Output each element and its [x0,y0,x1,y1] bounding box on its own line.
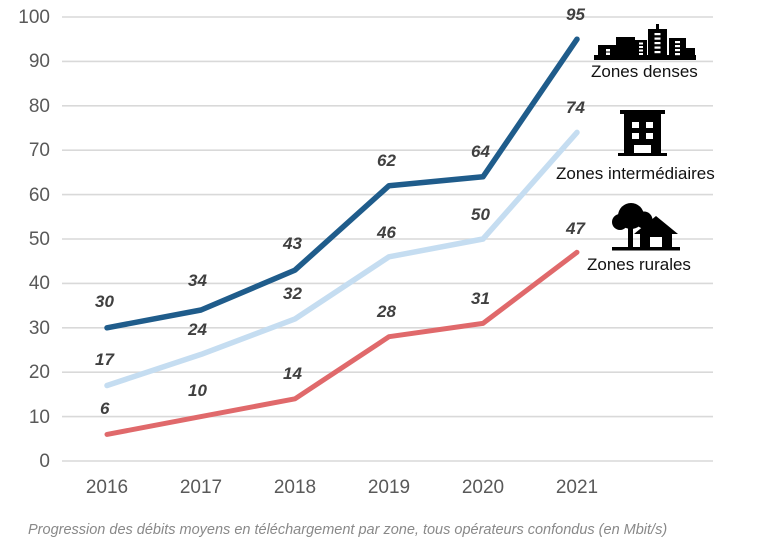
y-tick-30: 30 [28,318,50,339]
office-building-icon [617,110,668,163]
gridlines [62,16,713,462]
data-label-rurales-2016: 6 [100,399,110,418]
chart-caption: Progression des débits moyens en télécha… [28,522,668,538]
y-tick-40: 40 [28,273,50,294]
x-tick-2020: 2020 [461,477,505,498]
legend-label-zones-rurales: Zones rurales [587,255,691,274]
data-label-intermediaires-2019: 46 [377,223,396,242]
data-label-rurales-2021: 47 [566,219,585,238]
series-lines [104,36,580,437]
data-label-rurales-2017: 10 [188,381,207,400]
data-label-rurales-2020: 31 [471,289,490,308]
data-label-intermediaires-2020: 50 [471,205,490,224]
data-label-denses-2017: 34 [188,271,207,290]
series-line-zones-interm-diaires [104,129,580,389]
series-line-zones-denses [104,36,580,331]
y-tick-0: 0 [39,451,50,472]
series-line-zones-rurales [104,249,580,437]
y-tick-70: 70 [28,140,50,161]
y-tick-20: 20 [28,362,50,383]
data-label-intermediaires-2016: 17 [95,350,114,369]
city-skyline-icon [594,24,696,65]
y-tick-10: 10 [28,407,50,428]
data-label-rurales-2019: 28 [377,302,396,321]
data-label-denses-2016: 30 [95,292,114,311]
house-tree-icon [608,203,684,257]
data-label-denses-2021: 95 [566,5,585,24]
y-tick-60: 60 [28,185,50,206]
house-tree-icon-svg [612,203,680,251]
y-tick-100: 100 [18,7,50,28]
legend-label-zones-intermediaires: Zones intermédiaires [556,164,715,183]
city-skyline-icon-svg [594,24,696,60]
data-label-denses-2020: 64 [471,142,490,161]
y-tick-90: 90 [28,51,50,72]
data-label-rurales-2018: 14 [283,364,302,383]
x-tick-2016: 2016 [85,477,129,498]
data-label-intermediaires-2017: 24 [188,320,207,339]
y-tick-80: 80 [28,96,50,117]
y-tick-50: 50 [28,229,50,250]
data-label-intermediaires-2018: 32 [283,284,302,303]
data-label-denses-2018: 43 [283,234,302,253]
x-tick-2017: 2017 [179,477,223,498]
x-tick-2019: 2019 [367,477,411,498]
data-label-denses-2019: 62 [377,151,396,170]
legend-label-zones-denses: Zones denses [591,62,698,81]
x-tick-2021: 2021 [555,477,599,498]
office-building-icon-svg [618,110,667,156]
data-label-intermediaires-2021: 74 [566,98,585,117]
x-tick-2018: 2018 [273,477,317,498]
